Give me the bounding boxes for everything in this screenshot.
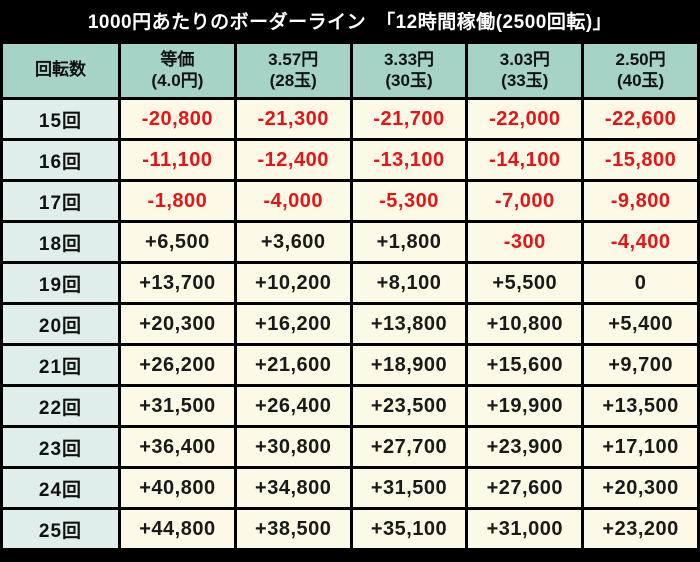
column-header-rate: 3.57円 (28玉) (233, 41, 353, 100)
value-cell: -9,800 (581, 179, 700, 223)
column-header-rotation-count: 回転数 (0, 41, 121, 100)
table-header-row: 回転数 等価 (4.0円) 3.57円 (28玉) 3.33円 (30玉) 3.03円 … (0, 41, 700, 100)
row-label: 20回 (0, 302, 121, 346)
value-cell: +3,600 (233, 220, 353, 264)
column-header-rate: 2.50円 (40玉) (581, 41, 700, 100)
value-cell: +31,500 (349, 466, 469, 510)
value-cell: -20,800 (118, 97, 237, 141)
row-label: 23回 (0, 425, 121, 469)
value-cell: +34,800 (233, 466, 353, 510)
value-cell: +9,700 (581, 343, 700, 387)
value-cell: +5,500 (465, 261, 585, 305)
value-cell: -1,800 (118, 179, 237, 223)
value-cell: -21,700 (349, 97, 469, 141)
value-cell: -22,000 (465, 97, 585, 141)
value-cell: -15,800 (581, 138, 700, 182)
value-cell: +23,500 (349, 384, 469, 428)
table-row: 17回 -1,800 -4,000 -5,300 -7,000 -9,800 (0, 179, 700, 223)
table-row: 16回 -11,100 -12,400 -13,100 -14,100 -15,800 (0, 138, 700, 182)
title-bar: 1000円あたりのボーダーライン 「12時間稼働(2500回転)」 (0, 0, 700, 41)
value-cell: +23,200 (581, 507, 700, 551)
value-cell: +44,800 (118, 507, 237, 551)
value-cell: -4,400 (581, 220, 700, 264)
table-body: 15回 -20,800 -21,300 -21,700 -22,000 -22,600 16… (0, 97, 700, 551)
row-label: 25回 (0, 507, 121, 551)
column-header-rate: 3.03円 (33玉) (465, 41, 585, 100)
value-cell: -21,300 (233, 97, 353, 141)
row-label: 19回 (0, 261, 121, 305)
row-label: 16回 (0, 138, 121, 182)
row-label: 15回 (0, 97, 121, 141)
value-cell: +40,800 (118, 466, 237, 510)
value-cell: +8,100 (349, 261, 469, 305)
value-cell: +23,900 (465, 425, 585, 469)
value-cell: +6,500 (118, 220, 237, 264)
value-cell: +38,500 (233, 507, 353, 551)
value-cell: -300 (465, 220, 585, 264)
value-cell: +26,400 (233, 384, 353, 428)
table-row: 15回 -20,800 -21,300 -21,700 -22,000 -22,600 (0, 97, 700, 141)
value-cell: +13,800 (349, 302, 469, 346)
value-cell: -22,600 (581, 97, 700, 141)
row-label: 17回 (0, 179, 121, 223)
value-cell: 0 (581, 261, 700, 305)
value-cell: +1,800 (349, 220, 469, 264)
table-row: 22回 +31,500 +26,400 +23,500 +19,900 +13,500 (0, 384, 700, 428)
value-cell: -13,100 (349, 138, 469, 182)
table-row: 21回 +26,200 +21,600 +18,900 +15,600 +9,700 (0, 343, 700, 387)
value-cell: -11,100 (118, 138, 237, 182)
value-cell: -4,000 (233, 179, 353, 223)
value-cell: +13,500 (581, 384, 700, 428)
value-cell: -5,300 (349, 179, 469, 223)
value-cell: +16,200 (233, 302, 353, 346)
row-label: 21回 (0, 343, 121, 387)
value-cell: -7,000 (465, 179, 585, 223)
table-row: 25回 +44,800 +38,500 +35,100 +31,000 +23,200 (0, 507, 700, 551)
value-cell: +20,300 (581, 466, 700, 510)
value-cell: +26,200 (118, 343, 237, 387)
value-cell: -14,100 (465, 138, 585, 182)
value-cell: +30,800 (233, 425, 353, 469)
column-header-rate: 3.33円 (30玉) (349, 41, 469, 100)
value-cell: -12,400 (233, 138, 353, 182)
value-cell: +35,100 (349, 507, 469, 551)
value-cell: +17,100 (581, 425, 700, 469)
value-cell: +18,900 (349, 343, 469, 387)
column-header-rate: 等価 (4.0円) (118, 41, 237, 100)
value-cell: +15,600 (465, 343, 585, 387)
value-cell: +36,400 (118, 425, 237, 469)
table-row: 20回 +20,300 +16,200 +13,800 +10,800 +5,400 (0, 302, 700, 346)
value-cell: +10,200 (233, 261, 353, 305)
value-cell: +31,000 (465, 507, 585, 551)
value-cell: +19,900 (465, 384, 585, 428)
page-title: 1000円あたりのボーダーライン 「12時間稼働(2500回転)」 (87, 12, 613, 33)
value-cell: +5,400 (581, 302, 700, 346)
value-cell: +31,500 (118, 384, 237, 428)
row-label: 18回 (0, 220, 121, 264)
value-cell: +10,800 (465, 302, 585, 346)
table-row: 18回 +6,500 +3,600 +1,800 -300 -4,400 (0, 220, 700, 264)
value-cell: +21,600 (233, 343, 353, 387)
value-cell: +20,300 (118, 302, 237, 346)
table-row: 19回 +13,700 +10,200 +8,100 +5,500 0 (0, 261, 700, 305)
value-cell: +27,600 (465, 466, 585, 510)
table-row: 24回 +40,800 +34,800 +31,500 +27,600 +20,300 (0, 466, 700, 510)
row-label: 24回 (0, 466, 121, 510)
value-cell: +27,700 (349, 425, 469, 469)
value-cell: +13,700 (118, 261, 237, 305)
table-row: 23回 +36,400 +30,800 +27,700 +23,900 +17,100 (0, 425, 700, 469)
row-label: 22回 (0, 384, 121, 428)
border-line-table: 回転数 等価 (4.0円) 3.57円 (28玉) 3.33円 (30玉) 3.03円 … (0, 41, 700, 551)
